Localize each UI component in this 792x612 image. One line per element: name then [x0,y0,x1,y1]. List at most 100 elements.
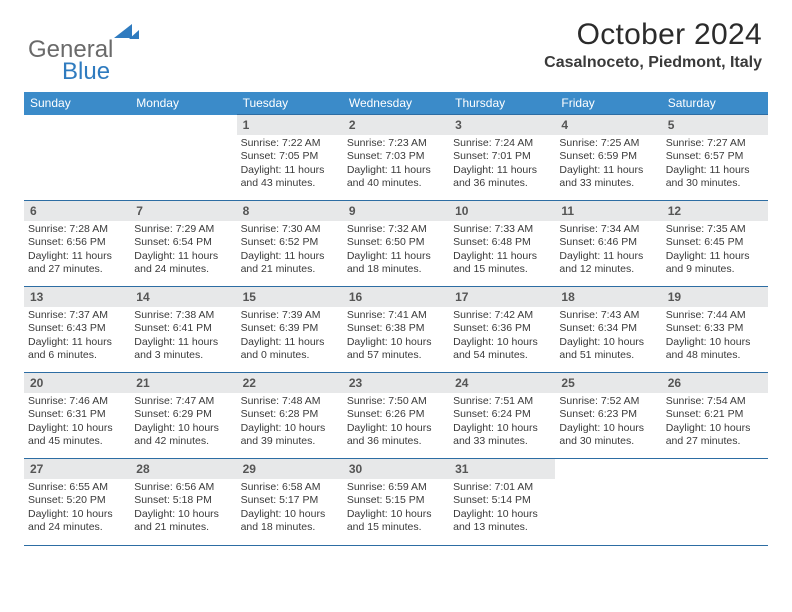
sunrise-text: Sunrise: 7:32 AM [347,223,445,236]
day-details: Sunrise: 7:01 AMSunset: 5:14 PMDaylight:… [449,479,555,538]
daylight-text-1: Daylight: 10 hours [241,422,339,435]
sunrise-text: Sunrise: 6:58 AM [241,481,339,494]
daylight-text-1: Daylight: 11 hours [134,336,232,349]
day-details: Sunrise: 7:51 AMSunset: 6:24 PMDaylight:… [449,393,555,452]
daylight-text-2: and 18 minutes. [347,263,445,276]
day-number: 14 [130,287,236,307]
daylight-text-2: and 12 minutes. [559,263,657,276]
daylight-text-2: and 13 minutes. [453,521,551,534]
day-details: Sunrise: 7:52 AMSunset: 6:23 PMDaylight:… [555,393,661,452]
daylight-text-1: Daylight: 11 hours [241,250,339,263]
calendar-day-cell: 15Sunrise: 7:39 AMSunset: 6:39 PMDayligh… [237,287,343,373]
daylight-text-1: Daylight: 10 hours [559,422,657,435]
calendar-day-cell: 31Sunrise: 7:01 AMSunset: 5:14 PMDayligh… [449,459,555,545]
sunrise-text: Sunrise: 6:59 AM [347,481,445,494]
sunrise-text: Sunrise: 7:44 AM [666,309,764,322]
sunrise-text: Sunrise: 7:47 AM [134,395,232,408]
day-details: Sunrise: 7:37 AMSunset: 6:43 PMDaylight:… [24,307,130,366]
sunset-text: Sunset: 6:23 PM [559,408,657,421]
calendar-day-cell: 29Sunrise: 6:58 AMSunset: 5:17 PMDayligh… [237,459,343,545]
daylight-text-2: and 21 minutes. [134,521,232,534]
sunrise-text: Sunrise: 7:42 AM [453,309,551,322]
daylight-text-2: and 30 minutes. [666,177,764,190]
calendar-week-row: 13Sunrise: 7:37 AMSunset: 6:43 PMDayligh… [24,287,768,373]
sunset-text: Sunset: 6:29 PM [134,408,232,421]
sunrise-text: Sunrise: 7:28 AM [28,223,126,236]
calendar-week-row: 20Sunrise: 7:46 AMSunset: 6:31 PMDayligh… [24,373,768,459]
sunset-text: Sunset: 6:38 PM [347,322,445,335]
calendar-day-cell: 7Sunrise: 7:29 AMSunset: 6:54 PMDaylight… [130,201,236,287]
day-details: Sunrise: 7:41 AMSunset: 6:38 PMDaylight:… [343,307,449,366]
daylight-text-1: Daylight: 10 hours [347,336,445,349]
sunrise-text: Sunrise: 7:39 AM [241,309,339,322]
sunrise-text: Sunrise: 7:23 AM [347,137,445,150]
day-details: Sunrise: 7:48 AMSunset: 6:28 PMDaylight:… [237,393,343,452]
daylight-text-2: and 40 minutes. [347,177,445,190]
day-number: 22 [237,373,343,393]
daylight-text-2: and 15 minutes. [347,521,445,534]
sunrise-text: Sunrise: 7:41 AM [347,309,445,322]
sunset-text: Sunset: 6:48 PM [453,236,551,249]
daylight-text-1: Daylight: 11 hours [453,164,551,177]
day-details: Sunrise: 7:34 AMSunset: 6:46 PMDaylight:… [555,221,661,280]
day-details: Sunrise: 7:24 AMSunset: 7:01 PMDaylight:… [449,135,555,194]
day-details: Sunrise: 7:35 AMSunset: 6:45 PMDaylight:… [662,221,768,280]
day-number: 4 [555,115,661,135]
daylight-text-1: Daylight: 10 hours [347,422,445,435]
daylight-text-1: Daylight: 10 hours [241,508,339,521]
calendar-week-row: 1Sunrise: 7:22 AMSunset: 7:05 PMDaylight… [24,115,768,201]
day-details: Sunrise: 7:39 AMSunset: 6:39 PMDaylight:… [237,307,343,366]
daylight-text-1: Daylight: 10 hours [453,508,551,521]
calendar-day-cell [130,115,236,201]
calendar-day-cell: 12Sunrise: 7:35 AMSunset: 6:45 PMDayligh… [662,201,768,287]
daylight-text-2: and 36 minutes. [347,435,445,448]
daylight-text-1: Daylight: 11 hours [241,336,339,349]
daylight-text-1: Daylight: 11 hours [559,250,657,263]
day-details: Sunrise: 7:43 AMSunset: 6:34 PMDaylight:… [555,307,661,366]
daylight-text-2: and 24 minutes. [134,263,232,276]
calendar-day-cell: 16Sunrise: 7:41 AMSunset: 6:38 PMDayligh… [343,287,449,373]
day-number: 19 [662,287,768,307]
logo-wrap: General Blue [28,24,139,86]
daylight-text-1: Daylight: 10 hours [453,336,551,349]
weekday-header: Friday [555,92,661,115]
weekday-header: Tuesday [237,92,343,115]
weekday-header-row: Sunday Monday Tuesday Wednesday Thursday… [24,92,768,115]
logo: General Blue [28,24,139,86]
day-number: 1 [237,115,343,135]
daylight-text-1: Daylight: 11 hours [453,250,551,263]
daylight-text-1: Daylight: 11 hours [347,164,445,177]
daylight-text-2: and 9 minutes. [666,263,764,276]
location-label: Casalnoceto, Piedmont, Italy [544,54,762,72]
calendar-day-cell [555,459,661,545]
daylight-text-2: and 24 minutes. [28,521,126,534]
weekday-header: Wednesday [343,92,449,115]
daylight-text-1: Daylight: 11 hours [347,250,445,263]
sunrise-text: Sunrise: 7:38 AM [134,309,232,322]
sunrise-text: Sunrise: 7:30 AM [241,223,339,236]
daylight-text-1: Daylight: 10 hours [559,336,657,349]
sunrise-text: Sunrise: 6:55 AM [28,481,126,494]
day-number: 25 [555,373,661,393]
sunset-text: Sunset: 6:59 PM [559,150,657,163]
daylight-text-2: and 21 minutes. [241,263,339,276]
daylight-text-1: Daylight: 11 hours [666,164,764,177]
sunset-text: Sunset: 6:54 PM [134,236,232,249]
calendar-day-cell: 3Sunrise: 7:24 AMSunset: 7:01 PMDaylight… [449,115,555,201]
calendar-day-cell: 19Sunrise: 7:44 AMSunset: 6:33 PMDayligh… [662,287,768,373]
day-details: Sunrise: 6:58 AMSunset: 5:17 PMDaylight:… [237,479,343,538]
day-details: Sunrise: 7:54 AMSunset: 6:21 PMDaylight:… [662,393,768,452]
calendar-day-cell: 28Sunrise: 6:56 AMSunset: 5:18 PMDayligh… [130,459,236,545]
calendar-day-cell: 10Sunrise: 7:33 AMSunset: 6:48 PMDayligh… [449,201,555,287]
day-details: Sunrise: 7:30 AMSunset: 6:52 PMDaylight:… [237,221,343,280]
day-details: Sunrise: 7:38 AMSunset: 6:41 PMDaylight:… [130,307,236,366]
daylight-text-2: and 48 minutes. [666,349,764,362]
daylight-text-1: Daylight: 10 hours [28,508,126,521]
daylight-text-1: Daylight: 10 hours [666,336,764,349]
daylight-text-1: Daylight: 10 hours [28,422,126,435]
sunset-text: Sunset: 6:28 PM [241,408,339,421]
sunset-text: Sunset: 6:34 PM [559,322,657,335]
logo-text-2: Blue [62,58,110,86]
sunset-text: Sunset: 5:18 PM [134,494,232,507]
sunrise-text: Sunrise: 7:29 AM [134,223,232,236]
